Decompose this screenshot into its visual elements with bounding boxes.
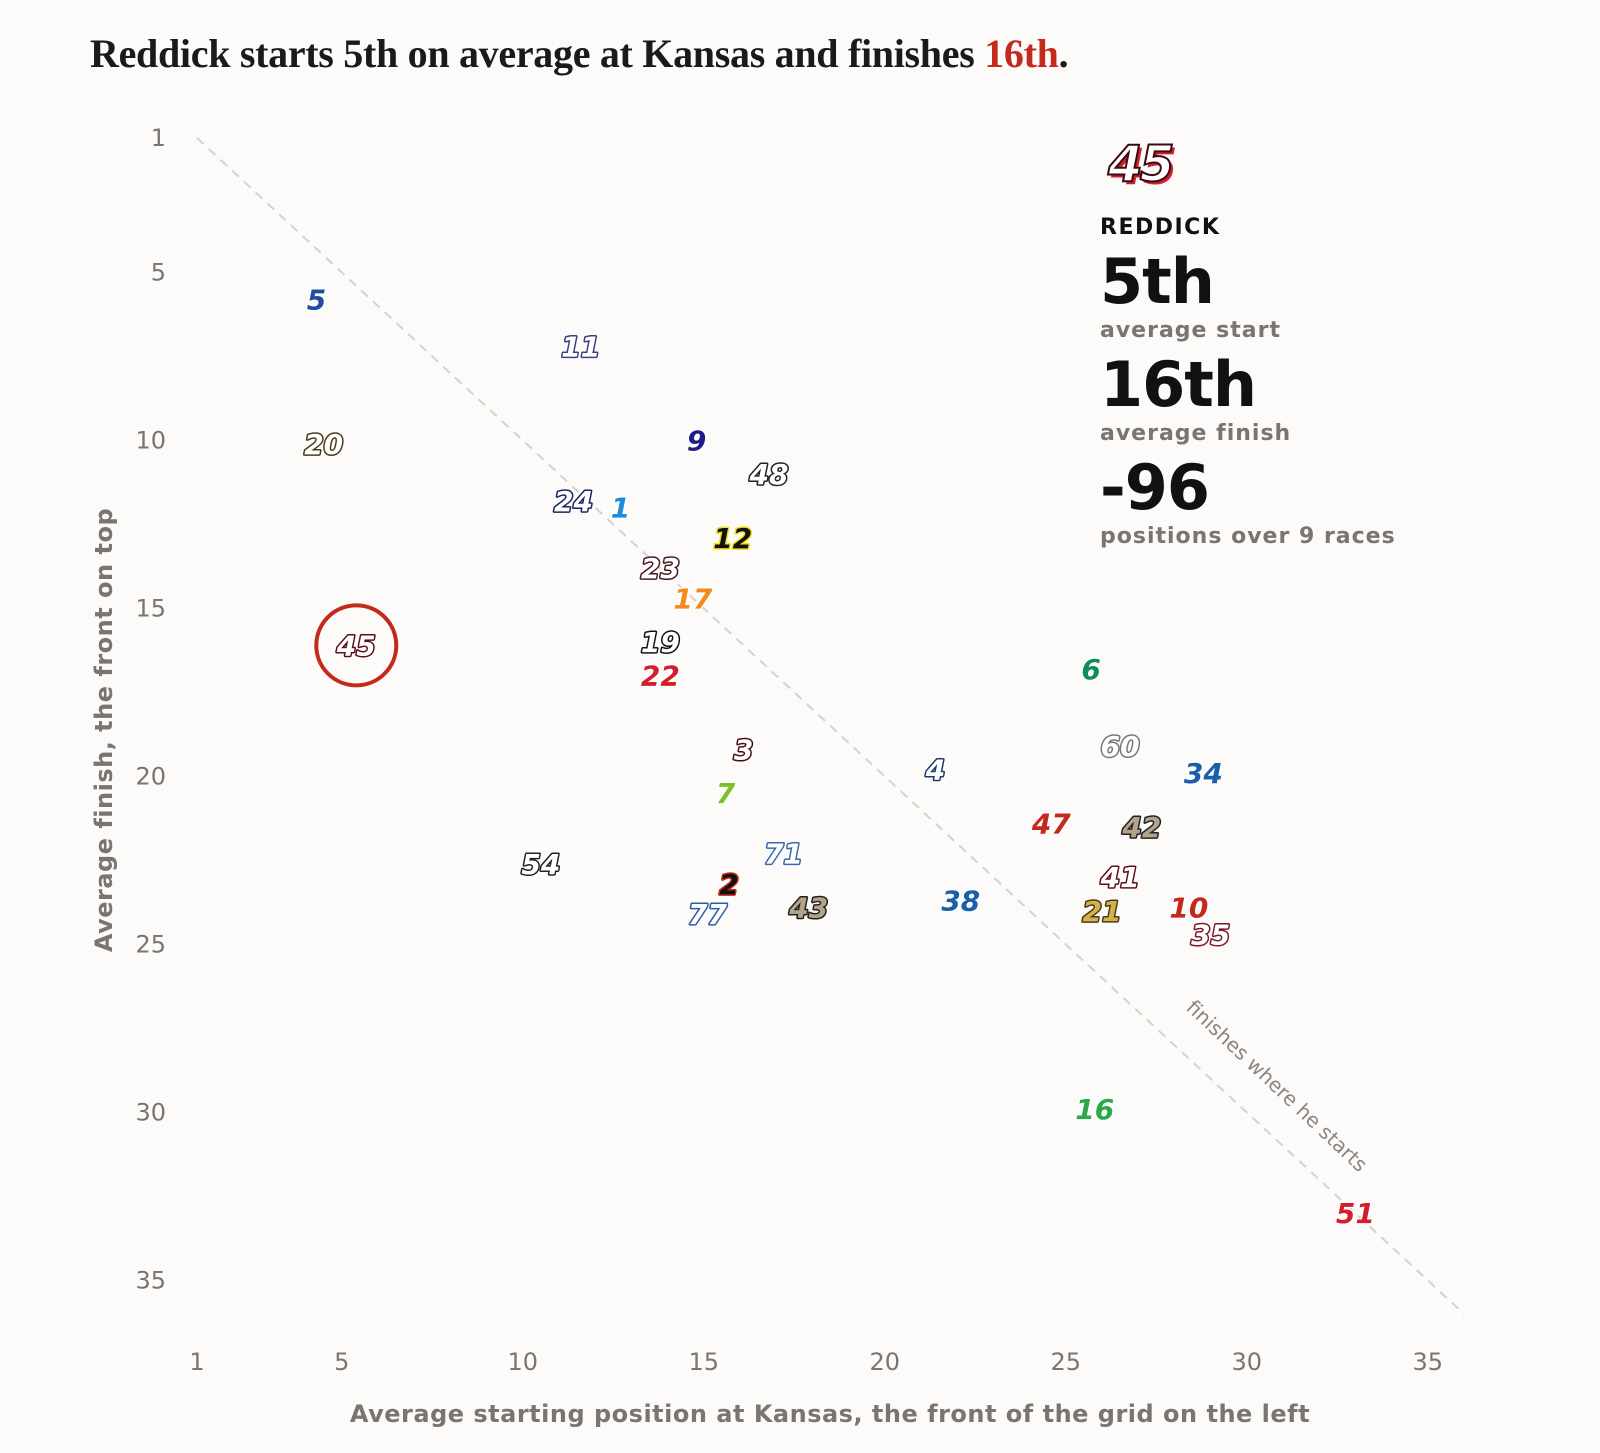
car-number-point: 77 <box>688 898 727 931</box>
title-period: . <box>1058 31 1069 76</box>
x-tick-label: 25 <box>1051 1348 1082 1376</box>
car-number-point: 34 <box>1184 757 1223 790</box>
car-number-point: 71 <box>764 838 803 871</box>
positions-delta-label: positions over 9 races <box>1100 524 1396 549</box>
car-number-point: 47 <box>1031 807 1071 840</box>
average-finish-label: average finish <box>1100 421 1292 446</box>
car-number-point: 38 <box>941 885 980 918</box>
y-tick-label: 15 <box>135 594 166 622</box>
car-number-point: 2 <box>719 868 738 901</box>
car-number-point: 17 <box>673 582 712 615</box>
car-number-point: 51 <box>1336 1197 1375 1230</box>
car-number-point: 22 <box>641 660 680 693</box>
car-number-point: 11 <box>561 330 600 363</box>
driver-name: REDDICK <box>1100 215 1221 240</box>
highlight-ring <box>314 603 399 688</box>
x-tick-label: 1 <box>189 1348 204 1376</box>
car-number-point: 1 <box>611 492 630 525</box>
y-axis-label: Average finish, the front on top <box>90 508 118 952</box>
y-tick-label: 10 <box>135 426 166 454</box>
car-number-point: 35 <box>1191 918 1230 951</box>
x-tick-label: 10 <box>508 1348 539 1376</box>
title-highlight: 16th <box>984 31 1059 76</box>
car-number-point: 10 <box>1169 891 1208 924</box>
car-number-point: 21 <box>1083 895 1122 928</box>
car-number-point: 9 <box>687 424 706 457</box>
average-start-label: average start <box>1100 318 1281 343</box>
car-number-point: 42 <box>1121 811 1161 844</box>
y-tick-label: 1 <box>151 124 166 152</box>
car-number-point: 23 <box>641 552 680 585</box>
y-tick-label: 30 <box>135 1098 166 1126</box>
car-number-point: 24 <box>554 485 593 518</box>
car-number-badge: 45 <box>1107 134 1176 194</box>
car-number-point: 3 <box>734 734 753 767</box>
x-tick-label: 20 <box>870 1348 901 1376</box>
car-number-point: 45 <box>336 629 376 662</box>
average-start-value: 5th <box>1100 245 1215 318</box>
positions-delta-value: -96 <box>1100 451 1210 524</box>
reference-line <box>196 137 1465 1315</box>
y-tick-label: 20 <box>135 762 166 790</box>
car-number-point: 41 <box>1100 861 1140 894</box>
car-number-point: 12 <box>713 522 752 555</box>
car-number-point: 4 <box>925 754 945 787</box>
reference-line-label: finishes where he starts <box>1182 995 1372 1176</box>
car-number-point: 6 <box>1081 653 1100 686</box>
car-number-point: 60 <box>1101 730 1140 763</box>
car-number-point: 48 <box>748 458 788 491</box>
car-number-point: 19 <box>641 626 680 659</box>
x-tick-label: 15 <box>689 1348 720 1376</box>
car-number-point: 7 <box>716 777 736 810</box>
y-tick-label: 5 <box>151 258 166 286</box>
y-tick-label: 35 <box>135 1266 166 1294</box>
car-number-point: 5 <box>307 283 326 316</box>
chart-title: Reddick starts 5th on average at Kansas … <box>90 30 1069 77</box>
x-tick-label: 5 <box>334 1348 349 1376</box>
car-number-point: 54 <box>521 848 560 881</box>
car-number-point: 43 <box>788 891 828 924</box>
y-tick-label: 25 <box>135 930 166 958</box>
x-axis-label: Average starting position at Kansas, the… <box>350 1400 1310 1428</box>
car-number-point: 16 <box>1075 1093 1114 1126</box>
driver-panel: 45 REDDICK 5th average start 16th averag… <box>1100 134 1520 549</box>
x-tick-label: 35 <box>1413 1348 1444 1376</box>
title-text: Reddick starts 5th on average at Kansas … <box>90 31 985 76</box>
average-finish-value: 16th <box>1100 348 1257 421</box>
car-number-point: 20 <box>304 428 343 461</box>
x-tick-label: 30 <box>1232 1348 1263 1376</box>
